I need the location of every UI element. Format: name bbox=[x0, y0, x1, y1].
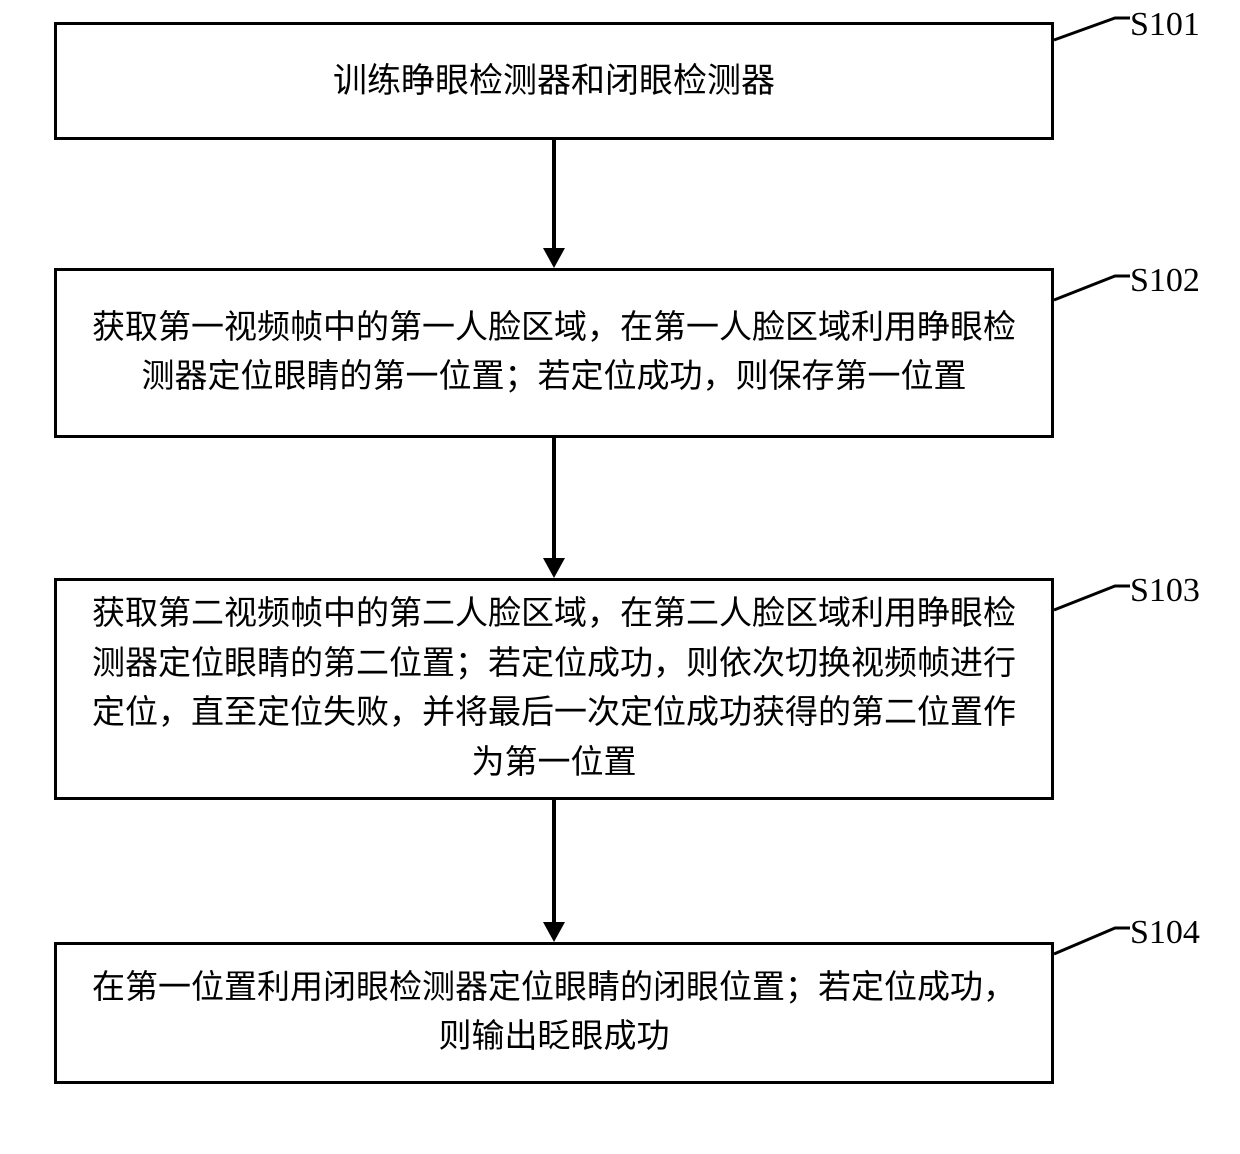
step-s104-text: 在第一位置利用闭眼检测器定位眼睛的闭眼位置；若定位成功，则输出眨眼成功 bbox=[85, 964, 1023, 1063]
edge-s103-s104 bbox=[552, 800, 556, 924]
leader-s104 bbox=[0, 912, 1240, 972]
flowchart-canvas: 训练睁眼检测器和闭眼检测器 S101 获取第一视频帧中的第一人脸区域，在第一人脸… bbox=[0, 0, 1240, 1154]
edge-s101-s102 bbox=[552, 140, 556, 250]
leader-s103 bbox=[0, 570, 1240, 630]
step-s101-text: 训练睁眼检测器和闭眼检测器 bbox=[333, 56, 775, 107]
label-s103: S103 bbox=[1130, 572, 1200, 610]
leader-s102 bbox=[0, 260, 1240, 320]
label-s102: S102 bbox=[1130, 262, 1200, 300]
label-s101: S101 bbox=[1130, 6, 1200, 44]
edge-s102-s103 bbox=[552, 438, 556, 560]
leader-s101 bbox=[0, 0, 1240, 60]
label-s104: S104 bbox=[1130, 914, 1200, 952]
